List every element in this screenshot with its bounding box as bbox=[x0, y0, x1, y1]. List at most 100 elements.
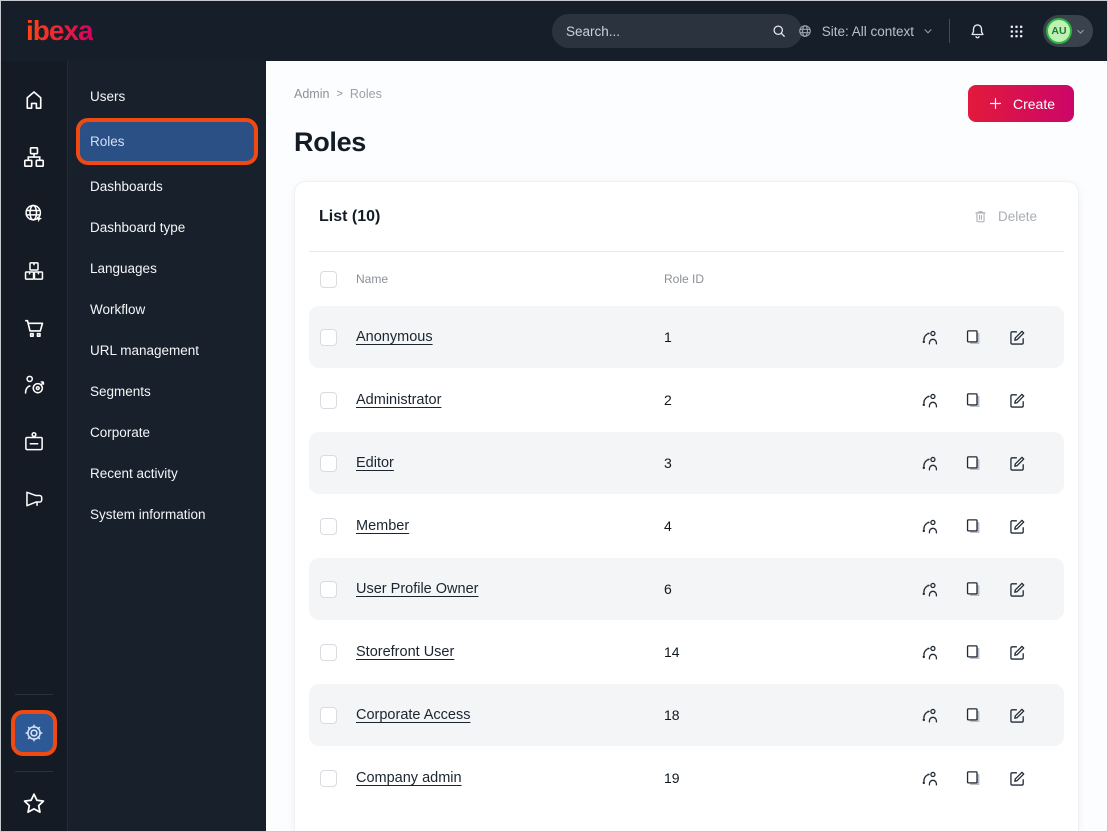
menu-item-roles[interactable]: Roles bbox=[80, 122, 254, 161]
row-checkbox[interactable] bbox=[320, 706, 337, 724]
select-all-checkbox[interactable] bbox=[320, 270, 337, 288]
search-input[interactable]: Search... bbox=[552, 14, 802, 48]
copy-role-button[interactable] bbox=[963, 390, 984, 411]
menu-item-system-information[interactable]: System information bbox=[90, 507, 206, 522]
notifications-button[interactable] bbox=[965, 19, 990, 44]
copy-role-button[interactable] bbox=[963, 705, 984, 726]
cart-icon bbox=[21, 315, 47, 341]
copy-role-button[interactable] bbox=[963, 642, 984, 663]
copy-role-button[interactable] bbox=[963, 453, 984, 474]
menu-item-users[interactable]: Users bbox=[90, 89, 126, 104]
megaphone-icon bbox=[21, 486, 47, 512]
edit-role-button[interactable] bbox=[1007, 768, 1028, 789]
sidebar-item-bookmarks[interactable] bbox=[21, 791, 47, 817]
list-card-header: List (10) Delete bbox=[309, 182, 1064, 252]
sidebar-item-commerce[interactable] bbox=[21, 315, 47, 341]
row-checkbox[interactable] bbox=[320, 454, 337, 472]
create-button[interactable]: Create bbox=[967, 85, 1074, 122]
delete-button[interactable]: Delete bbox=[972, 208, 1054, 225]
copy-icon bbox=[963, 705, 984, 726]
assign-user-icon bbox=[919, 516, 940, 537]
sidebar-item-products[interactable] bbox=[21, 258, 47, 284]
role-name-link[interactable]: User Profile Owner bbox=[356, 581, 479, 597]
breadcrumb-separator: > bbox=[336, 88, 343, 100]
table-row: Company admin 19 bbox=[309, 747, 1064, 809]
row-checkbox[interactable] bbox=[320, 517, 337, 535]
row-checkbox[interactable] bbox=[320, 580, 337, 598]
copy-role-button[interactable] bbox=[963, 579, 984, 600]
menu-item-workflow[interactable]: Workflow bbox=[90, 302, 146, 317]
sidebar-item-corporate[interactable] bbox=[21, 429, 47, 455]
ibexa-logo[interactable]: ibexa bbox=[26, 15, 94, 46]
menu-item-dashboards[interactable]: Dashboards bbox=[90, 179, 163, 194]
copy-icon bbox=[963, 327, 984, 348]
gear-icon bbox=[22, 721, 46, 745]
copy-role-button[interactable] bbox=[963, 327, 984, 348]
assign-users-button[interactable] bbox=[919, 579, 940, 600]
assign-users-button[interactable] bbox=[919, 516, 940, 537]
menu-item-segments[interactable]: Segments bbox=[90, 384, 151, 399]
edit-role-button[interactable] bbox=[1007, 579, 1028, 600]
assign-user-icon bbox=[919, 768, 940, 789]
role-name-link[interactable]: Editor bbox=[356, 455, 394, 471]
role-name-link[interactable]: Storefront User bbox=[356, 644, 455, 660]
copy-role-button[interactable] bbox=[963, 768, 984, 789]
menu-item-corporate[interactable]: Corporate bbox=[90, 425, 151, 440]
menu-item-dashboard-type[interactable]: Dashboard type bbox=[90, 220, 186, 235]
app-switcher-button[interactable] bbox=[1005, 20, 1028, 43]
edit-role-button[interactable] bbox=[1007, 327, 1028, 348]
menu-item-languages[interactable]: Languages bbox=[90, 261, 157, 276]
search-icon bbox=[770, 22, 788, 40]
role-id-value: 14 bbox=[664, 644, 680, 660]
admin-menu: Users Roles Dashboards Dashboard type Langua… bbox=[68, 61, 266, 831]
menu-item-url-management[interactable]: URL management bbox=[90, 343, 200, 358]
assign-users-button[interactable] bbox=[919, 768, 940, 789]
plus-icon bbox=[987, 95, 1004, 112]
assign-users-button[interactable] bbox=[919, 390, 940, 411]
sidebar-item-campaign[interactable] bbox=[21, 486, 47, 512]
role-id-value: 18 bbox=[664, 707, 680, 723]
edit-role-button[interactable] bbox=[1007, 516, 1028, 537]
main-content: Admin > Roles Create Roles List (10) bbox=[266, 61, 1107, 831]
row-checkbox[interactable] bbox=[320, 391, 337, 409]
assign-users-button[interactable] bbox=[919, 327, 940, 348]
copy-role-button[interactable] bbox=[963, 516, 984, 537]
user-menu[interactable]: AU bbox=[1043, 15, 1093, 47]
site-context-label: Site: All context bbox=[821, 23, 914, 39]
row-checkbox[interactable] bbox=[320, 328, 337, 346]
edit-role-button[interactable] bbox=[1007, 705, 1028, 726]
badge-icon bbox=[21, 429, 47, 455]
role-name-link[interactable]: Corporate Access bbox=[356, 707, 471, 723]
page-title: Roles bbox=[294, 127, 367, 157]
role-name-link[interactable]: Company admin bbox=[356, 770, 462, 786]
edit-icon bbox=[1007, 327, 1028, 348]
site-context-selector[interactable]: Site: All context bbox=[796, 22, 934, 40]
assign-users-button[interactable] bbox=[919, 705, 940, 726]
assign-user-icon bbox=[919, 642, 940, 663]
menu-item-recent-activity[interactable]: Recent activity bbox=[90, 466, 178, 481]
assign-users-button[interactable] bbox=[919, 642, 940, 663]
assign-user-icon bbox=[919, 327, 940, 348]
sidebar-item-site[interactable] bbox=[21, 201, 47, 227]
role-name-link[interactable]: Administrator bbox=[356, 392, 442, 408]
site-globe-icon bbox=[21, 201, 47, 227]
roles-table-body: Anonymous 1 bbox=[309, 306, 1064, 809]
edit-role-button[interactable] bbox=[1007, 642, 1028, 663]
content-tree-icon bbox=[21, 144, 47, 170]
sidebar-item-admin-settings[interactable] bbox=[15, 714, 53, 752]
row-checkbox[interactable] bbox=[320, 769, 337, 787]
row-checkbox[interactable] bbox=[320, 643, 337, 661]
role-name-link[interactable]: Member bbox=[356, 518, 410, 534]
sidebar-item-home[interactable] bbox=[21, 87, 47, 113]
table-row: Member 4 bbox=[309, 495, 1064, 557]
sidebar-item-content[interactable] bbox=[21, 144, 47, 170]
role-id-value: 1 bbox=[664, 329, 672, 345]
sidebar-item-personalization[interactable] bbox=[21, 372, 47, 398]
edit-role-button[interactable] bbox=[1007, 453, 1028, 474]
role-name-link[interactable]: Anonymous bbox=[356, 329, 433, 345]
assign-users-button[interactable] bbox=[919, 453, 940, 474]
breadcrumb-admin[interactable]: Admin bbox=[294, 87, 330, 101]
edit-role-button[interactable] bbox=[1007, 390, 1028, 411]
person-target-icon bbox=[21, 372, 47, 398]
roles-list-card: List (10) Delete Na bbox=[294, 181, 1079, 831]
